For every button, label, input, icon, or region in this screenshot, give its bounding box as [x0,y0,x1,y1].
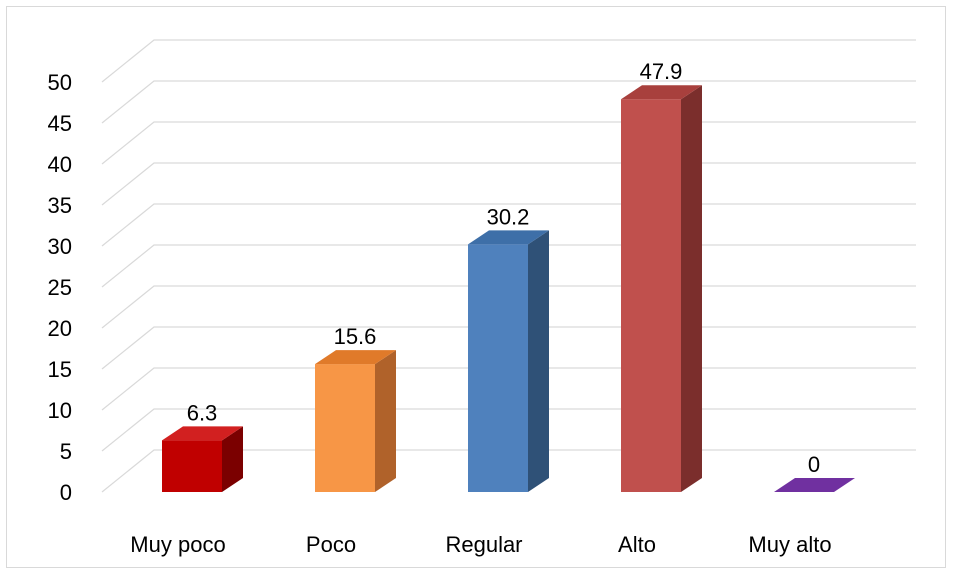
gridline [101,121,916,165]
data-label: 15.6 [334,324,377,349]
data-label: 30.2 [487,204,530,229]
bar [468,230,549,493]
y-tick-label: 5 [60,439,72,464]
data-labels: 6.3 15.6 30.2 47.9 0 [187,59,820,477]
data-label: 0 [808,452,820,477]
gridline [101,162,916,206]
y-tick-label: 25 [48,275,72,300]
y-tick-label: 40 [48,152,72,177]
y-tick-label: 30 [48,234,72,259]
y-tick-label: 45 [48,111,72,136]
y-tick-label: 15 [48,357,72,382]
gridline [101,39,916,83]
y-tick-label: 0 [60,480,72,505]
bar [621,85,702,492]
bar [774,478,855,492]
category-label: Poco [306,532,356,557]
x-axis-categories: Muy poco Poco Regular Alto Muy alto [130,532,831,557]
category-label: Alto [618,532,656,557]
category-label: Muy alto [748,532,831,557]
bars [162,85,855,493]
y-tick-label: 50 [48,70,72,95]
data-label: 47.9 [640,59,683,84]
y-tick-label: 10 [48,398,72,423]
category-label: Muy poco [130,532,225,557]
category-label: Regular [445,532,522,557]
chart-frame [6,6,946,568]
y-axis-ticks: 0 5 10 15 20 25 30 35 40 45 50 [48,70,72,505]
y-tick-label: 35 [48,193,72,218]
y-tick-label: 20 [48,316,72,341]
data-label: 6.3 [187,400,218,425]
bar [162,426,243,492]
bar [315,350,396,492]
gridline [101,80,916,124]
